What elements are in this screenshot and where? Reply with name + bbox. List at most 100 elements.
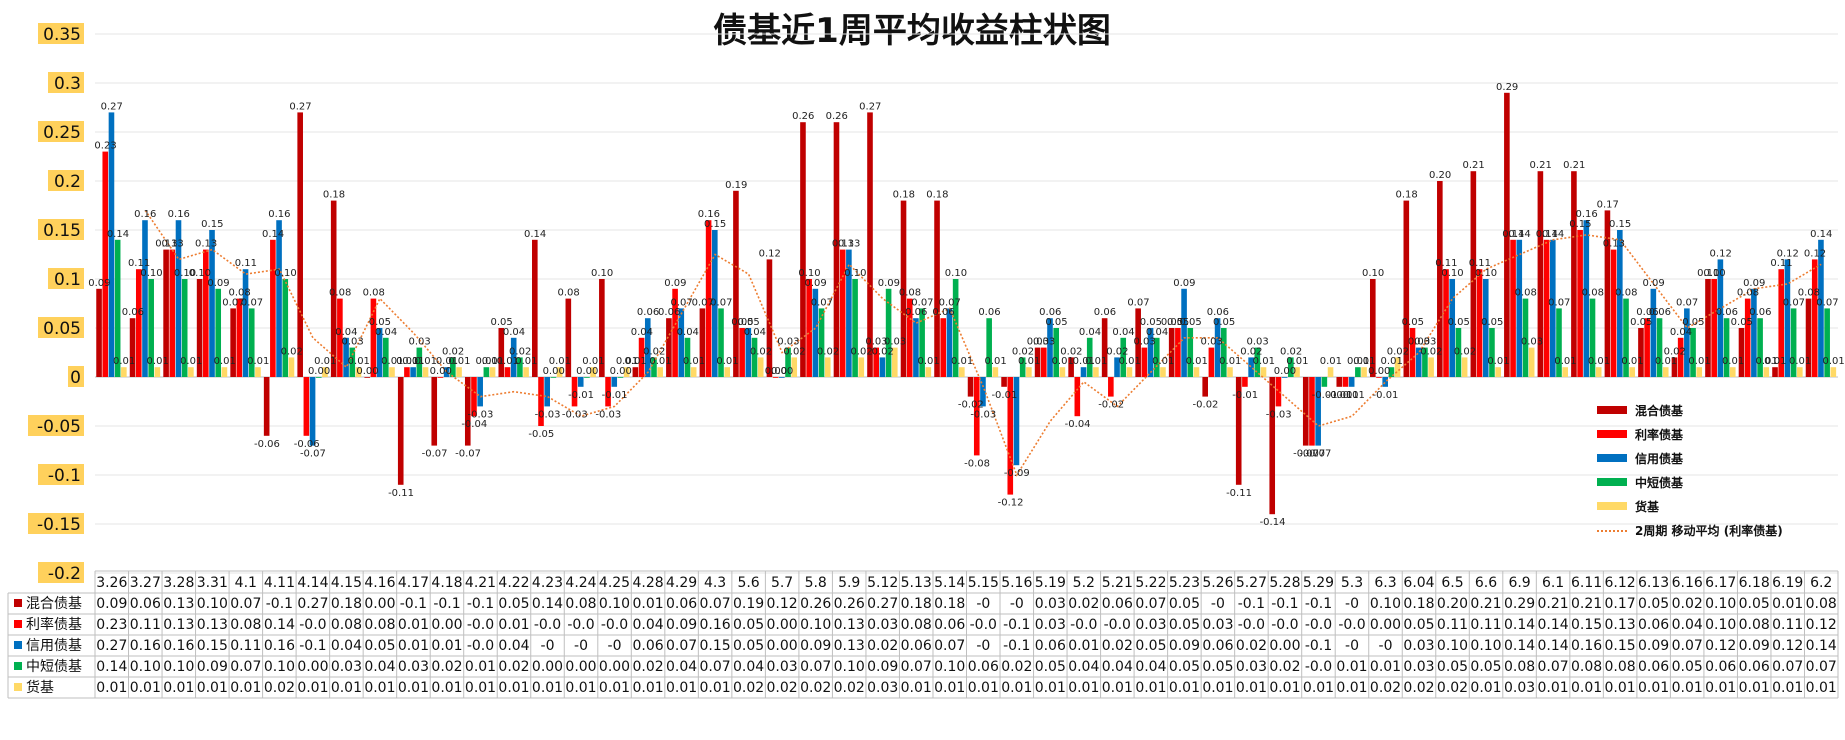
table-cell: 0.02 bbox=[1672, 596, 1703, 612]
data-label: 0.14 bbox=[1536, 229, 1558, 240]
table-cell: 0.09 bbox=[1169, 638, 1200, 654]
bar-信用债基-5.26 bbox=[1214, 318, 1221, 377]
x-tick-label: 6.13 bbox=[1638, 575, 1669, 591]
table-row-label: 利率债基 bbox=[26, 616, 82, 633]
bar-利率债基-4.11 bbox=[270, 239, 276, 377]
data-label: 0.07 bbox=[710, 297, 732, 308]
table-cell: 0.06 bbox=[934, 617, 965, 633]
bar-混合债基-5.26 bbox=[1202, 377, 1208, 397]
data-label: 0.13 bbox=[832, 239, 854, 250]
data-label: 0.13 bbox=[155, 239, 177, 250]
table-cell: 0.13 bbox=[163, 596, 194, 612]
data-label: 0.01 bbox=[1085, 356, 1107, 367]
legend-swatch bbox=[1597, 478, 1627, 486]
table-cell: 0.12 bbox=[767, 596, 798, 612]
table-cell: -0 bbox=[1345, 596, 1359, 612]
table-cell: 0.10 bbox=[1437, 638, 1468, 654]
table-cell: 0.05 bbox=[733, 638, 764, 654]
table-cell: 0.20 bbox=[1437, 596, 1468, 612]
y-tick-label: -0.1 bbox=[48, 466, 81, 486]
table-cell: -0.0 bbox=[1271, 617, 1298, 633]
bar-利率债基-6.2 bbox=[1811, 259, 1818, 377]
table-cell: 0.09 bbox=[96, 596, 127, 612]
data-label: 0.04 bbox=[503, 327, 525, 338]
table-cell: -0.1 bbox=[266, 596, 293, 612]
table-cell: 0.26 bbox=[834, 596, 865, 612]
table-cell: 0.03 bbox=[767, 659, 798, 675]
data-label: 0.13 bbox=[161, 239, 183, 250]
data-label: -0.01 bbox=[991, 390, 1017, 401]
data-label: 0.09 bbox=[1643, 278, 1665, 289]
data-label: 0.21 bbox=[1463, 160, 1485, 171]
table-cell: 0.13 bbox=[163, 617, 194, 633]
data-label: 0.11 bbox=[1435, 258, 1457, 269]
table-cell: 0.01 bbox=[1336, 680, 1367, 696]
bar-信用债基-5.7 bbox=[779, 377, 785, 378]
data-label: 0.15 bbox=[704, 219, 726, 230]
bar-利率债基-5.21 bbox=[1108, 377, 1114, 397]
bar-中短债基-6.6 bbox=[1489, 328, 1495, 377]
table-cell: 0.03 bbox=[1135, 617, 1166, 633]
bar-中短债基-5.16 bbox=[1019, 357, 1026, 377]
data-label: 0.01 bbox=[1764, 356, 1786, 367]
table-cell: 0.16 bbox=[163, 638, 194, 654]
table-cell: -0.1 bbox=[1003, 617, 1030, 633]
table-cell: -0.0 bbox=[1305, 617, 1332, 633]
table-cell: 0.07 bbox=[700, 596, 731, 612]
data-label: 0.00 bbox=[543, 366, 565, 377]
bar-货基-6.19 bbox=[1797, 367, 1803, 377]
bar-中短债基-6.17 bbox=[1723, 318, 1730, 377]
legend-swatch bbox=[1597, 454, 1627, 462]
data-label: 0.01 bbox=[716, 356, 738, 367]
x-tick-label: 5.14 bbox=[934, 575, 965, 591]
bar-混合债基-5.22 bbox=[1135, 308, 1141, 377]
data-label: -0.02 bbox=[1193, 400, 1219, 411]
data-label: 0.15 bbox=[201, 219, 223, 230]
data-label: 0.01 bbox=[1219, 356, 1241, 367]
table-cell: 0.01 bbox=[1269, 680, 1300, 696]
bar-混合债基-5.14 bbox=[934, 200, 940, 377]
data-label: -0.02 bbox=[958, 400, 984, 411]
data-label: 0.03 bbox=[884, 337, 906, 348]
data-label: 0.01 bbox=[1655, 356, 1677, 367]
data-label: 0.14 bbox=[262, 229, 284, 240]
table-cell: 0.05 bbox=[1672, 659, 1703, 675]
x-tick-label: 6.5 bbox=[1441, 575, 1463, 591]
bar-信用债基-5.13 bbox=[913, 318, 919, 377]
bar-信用债基-3.27 bbox=[142, 220, 148, 377]
bar-信用债基-6.3 bbox=[1382, 377, 1388, 387]
data-label: 0.08 bbox=[1582, 288, 1604, 299]
bar-信用债基-5.28 bbox=[1281, 377, 1288, 378]
data-table: 3.26 3.27 3.28 3.31 4.1 4.11 4.14 4.15 4.16 4.17 4… bbox=[7, 570, 1839, 699]
x-tick-label: 4.23 bbox=[532, 575, 563, 591]
data-label: 0.03 bbox=[1201, 337, 1223, 348]
data-label: 0.01 bbox=[683, 356, 705, 367]
bar-混合债基-6.04 bbox=[1403, 200, 1410, 377]
data-label: 0.02 bbox=[850, 346, 872, 357]
x-tick-label: 5.6 bbox=[737, 575, 759, 591]
bar-利率债基-4.25 bbox=[605, 377, 611, 407]
bar-货基-6.18 bbox=[1763, 367, 1770, 377]
bar-货基-6.1 bbox=[1562, 367, 1568, 377]
table-cell: 0.05 bbox=[498, 596, 529, 612]
bar-中短债基-3.26 bbox=[114, 239, 121, 377]
data-label: -0.03 bbox=[595, 409, 621, 420]
table-cell: 0.06 bbox=[130, 596, 161, 612]
data-label: 0.07 bbox=[1548, 297, 1570, 308]
bar-信用债基-6.18 bbox=[1751, 288, 1757, 377]
data-label: 0.01 bbox=[1381, 356, 1403, 367]
data-label: 0.05 bbox=[1731, 317, 1753, 328]
bar-利率债基-5.9 bbox=[839, 249, 846, 377]
table-cell: 0.02 bbox=[1236, 638, 1267, 654]
table-cell: 0.05 bbox=[1035, 659, 1066, 675]
bar-混合债基-6.13 bbox=[1638, 328, 1644, 377]
bar-货基-4.1 bbox=[255, 367, 261, 377]
data-label: 0.08 bbox=[229, 288, 251, 299]
table-cell: 0.13 bbox=[1605, 617, 1636, 633]
table-legend-key bbox=[14, 641, 22, 649]
bar-混合债基-4.16 bbox=[364, 377, 371, 378]
table-cell: 0.10 bbox=[130, 659, 161, 675]
y-tick-label: 0.05 bbox=[43, 319, 81, 339]
